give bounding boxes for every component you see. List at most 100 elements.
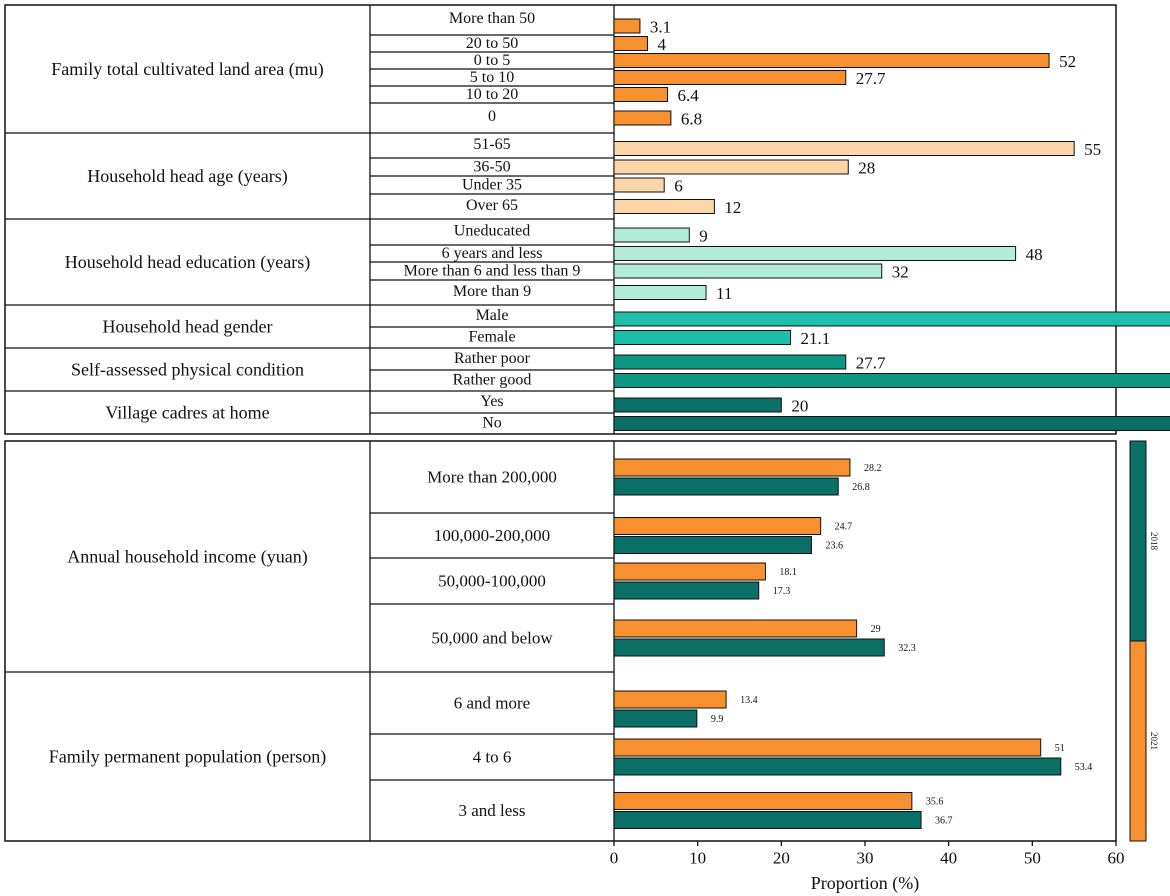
top-category-label: 51-65 [473,136,510,153]
x-tick-label: 0 [610,849,619,868]
bottom-bar-2018 [613,581,760,600]
bottom-category-label: 3 and less [458,801,525,820]
top-category-label: 0 to 5 [474,52,510,69]
top-bar [613,87,669,102]
top-category-label: Yes [480,393,503,410]
bottom-panel-frame [4,440,1117,842]
top-value-label: 52 [1059,52,1076,71]
bottom-value-label: 28.2 [864,463,882,474]
top-category-label: 20 to 50 [466,35,518,52]
bottom-category-label: 6 and more [454,694,530,713]
top-category-label: 6 years and less [442,245,543,262]
x-tick-label: 40 [940,849,957,868]
top-bar [613,36,648,51]
top-value-label: 6.8 [681,110,702,129]
bottom-value-label: 9.9 [711,714,724,725]
top-value-label: 27.7 [856,354,886,373]
top-group-label: Village cadres at home [105,403,269,423]
top-bar [613,397,782,413]
top-value-label: 32 [892,263,909,282]
top-value-label: 48 [1026,245,1043,264]
top-value-label: 12 [724,198,741,217]
bottom-value-label: 51 [1055,743,1065,754]
x-tick-label: 20 [773,849,790,868]
top-bar [613,18,641,34]
top-bar [613,373,1170,388]
bottom-bar-2021 [613,562,766,581]
top-bar [613,177,665,193]
top-category-label: 0 [488,108,496,125]
top-category-label: Uneducated [454,222,530,239]
top-bar [613,53,1050,68]
top-value-label: 11 [716,284,732,303]
bottom-value-label: 24.7 [835,522,853,533]
bottom-bar-2018 [613,757,1062,776]
top-bar [613,263,883,279]
top-value-label: 3.1 [650,18,671,37]
bottom-bar-2021 [613,738,1042,757]
bottom-bar-2021 [613,792,913,810]
top-bar [613,416,1170,431]
top-group-label: Household head education (years) [65,252,310,273]
bottom-value-label: 53.4 [1075,762,1093,773]
top-value-label: 28 [858,159,875,178]
top-group-label: Self-assessed physical condition [71,360,304,380]
top-value-label: 21.1 [801,329,831,348]
top-category-label: More than 6 and less than 9 [404,262,581,279]
top-value-label: 6 [674,177,683,196]
bottom-value-label: 32.3 [898,643,916,654]
x-tick-label: 10 [689,849,706,868]
top-group-label: Household head gender [103,317,273,337]
x-axis-title: Proportion (%) [811,873,919,894]
top-category-label: Under 35 [462,176,522,193]
top-category-label: 36-50 [473,158,510,175]
top-value-label: 6.4 [678,86,700,105]
top-bar [613,110,672,126]
top-value-label: 4 [657,35,666,54]
bottom-category-label: 100,000-200,000 [434,526,550,545]
bottom-bar-2018 [613,536,812,554]
bottom-value-label: 35.6 [926,797,944,808]
bottom-category-label: 50,000 and below [431,629,553,648]
legend-label-2018: 2018 [1149,532,1159,551]
top-bar [613,70,847,85]
top-category-label: 5 to 10 [470,69,514,86]
bottom-bar-2021 [613,517,822,535]
bottom-value-label: 26.8 [852,482,870,493]
bottom-group-label: Annual household income (yuan) [67,547,307,568]
legend-label-2021: 2021 [1149,732,1159,750]
top-category-label: More than 9 [453,283,531,300]
top-value-label: 20 [791,397,808,416]
top-category-label: Rather poor [454,350,531,367]
top-value-label: 55 [1084,140,1101,159]
bottom-bar-2021 [613,619,858,638]
x-tick-label: 60 [1108,849,1125,868]
bottom-bar-2018 [613,709,698,728]
bottom-value-label: 13.4 [740,695,758,706]
bottom-value-label: 23.6 [825,541,843,552]
top-category-label: Female [468,328,515,345]
top-bar [613,311,1170,327]
x-tick-label: 50 [1024,849,1041,868]
top-category-label: More than 50 [449,10,535,27]
bottom-group-label: Family permanent population (person) [49,747,326,768]
bottom-bar-2018 [613,477,839,496]
top-category-label: 10 to 20 [466,86,518,103]
top-group-label: Family total cultivated land area (mu) [51,59,323,80]
top-bar [613,285,707,300]
top-bar [613,246,1017,261]
top-bar [613,159,849,175]
top-bar [613,141,1075,156]
bottom-value-label: 36.7 [935,816,953,827]
top-category-label: Rather good [453,371,532,388]
top-value-label: 9 [699,227,708,246]
x-tick-label: 30 [857,849,874,868]
bottom-bar-2018 [613,811,922,829]
bottom-bar-2021 [613,690,727,709]
top-category-label: Male [476,307,509,324]
bottom-value-label: 17.3 [773,586,791,597]
top-bar [613,227,690,243]
bottom-category-label: More than 200,000 [427,468,557,487]
bottom-value-label: 18.1 [779,567,797,578]
